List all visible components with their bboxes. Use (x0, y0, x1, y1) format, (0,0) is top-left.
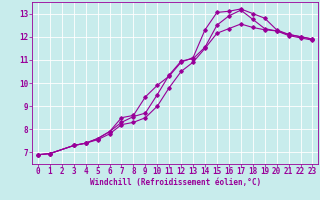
X-axis label: Windchill (Refroidissement éolien,°C): Windchill (Refroidissement éolien,°C) (90, 178, 261, 187)
